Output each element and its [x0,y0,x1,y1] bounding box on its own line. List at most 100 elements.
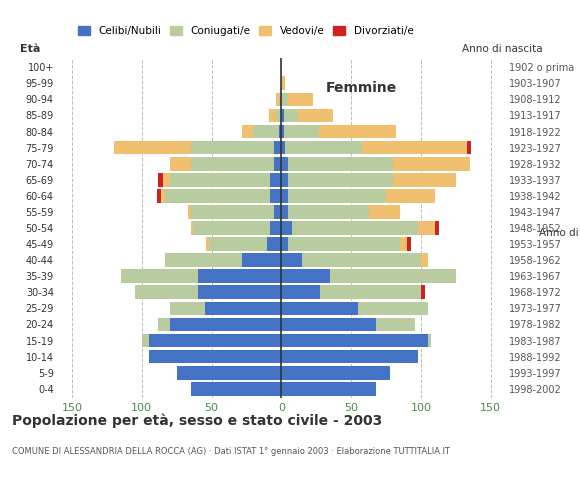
Bar [169,301,205,315]
Bar [281,125,284,138]
Bar [165,189,270,203]
Bar [288,237,400,251]
Y-axis label: Anno di nascita: Anno di nascita [539,228,580,238]
Bar [121,269,198,283]
Text: Età: Età [20,44,41,54]
Bar [281,334,428,348]
Bar [191,157,274,170]
Bar [169,173,270,187]
Bar [191,205,274,219]
Bar [274,205,281,219]
Bar [358,301,428,315]
Bar [428,334,430,348]
Bar [276,108,281,122]
Text: Femmine: Femmine [326,82,397,96]
Bar [319,125,396,138]
Bar [135,286,198,299]
Bar [281,93,288,106]
Bar [274,157,281,170]
Text: Popolazione per età, sesso e stato civile - 2003: Popolazione per età, sesso e stato civil… [12,413,382,428]
Bar [209,237,267,251]
Bar [284,108,298,122]
Bar [267,237,281,251]
Bar [281,366,390,380]
Bar [206,237,209,251]
Bar [386,189,435,203]
Bar [376,318,415,331]
Bar [177,366,281,380]
Bar [148,334,281,348]
Bar [288,205,369,219]
Bar [170,157,191,170]
Bar [242,253,281,267]
Bar [407,237,411,251]
Bar [270,173,281,187]
Bar [281,205,288,219]
Bar [281,157,288,170]
Bar [288,173,393,187]
Bar [288,93,313,106]
Bar [162,173,169,187]
Bar [191,382,281,396]
Bar [158,318,169,331]
Bar [421,253,428,267]
Bar [292,221,418,235]
Bar [281,189,288,203]
Bar [269,108,276,122]
Bar [198,269,281,283]
Bar [191,141,274,155]
Bar [281,382,376,396]
Bar [198,286,281,299]
Bar [281,76,285,90]
Bar [158,173,162,187]
Text: Anno di nascita: Anno di nascita [462,44,542,54]
Bar [274,141,281,155]
Bar [253,125,278,138]
Bar [205,301,281,315]
Bar [281,141,285,155]
Bar [288,189,386,203]
Text: COMUNE DI ALESSANDRIA DELLA ROCCA (AG) · Dati ISTAT 1° gennaio 2003 · Elaborazio: COMUNE DI ALESSANDRIA DELLA ROCCA (AG) ·… [12,446,450,456]
Bar [270,221,281,235]
Bar [285,141,362,155]
Bar [281,253,302,267]
Bar [400,237,407,251]
Bar [281,350,418,363]
Bar [393,173,456,187]
Bar [302,253,421,267]
Bar [320,286,421,299]
Bar [288,157,393,170]
Bar [281,108,284,122]
Bar [281,301,358,315]
Bar [276,93,278,106]
Bar [298,108,333,122]
Bar [281,286,320,299]
Bar [191,221,193,235]
Bar [165,253,242,267]
Bar [467,141,471,155]
Bar [418,221,435,235]
Bar [278,93,281,106]
Bar [369,205,400,219]
Legend: Celibi/Nubili, Coniugati/e, Vedovi/e, Divorziati/e: Celibi/Nubili, Coniugati/e, Vedovi/e, Di… [74,22,418,40]
Bar [281,318,376,331]
Bar [284,125,319,138]
Bar [188,205,191,219]
Bar [281,237,288,251]
Bar [193,221,270,235]
Bar [421,286,425,299]
Bar [278,125,281,138]
Bar [393,157,470,170]
Bar [281,221,292,235]
Bar [281,173,288,187]
Bar [161,189,165,203]
Bar [330,269,456,283]
Bar [148,350,281,363]
Bar [114,141,191,155]
Bar [157,189,161,203]
Bar [435,221,439,235]
Bar [142,334,148,348]
Bar [242,125,253,138]
Bar [169,318,281,331]
Bar [281,269,330,283]
